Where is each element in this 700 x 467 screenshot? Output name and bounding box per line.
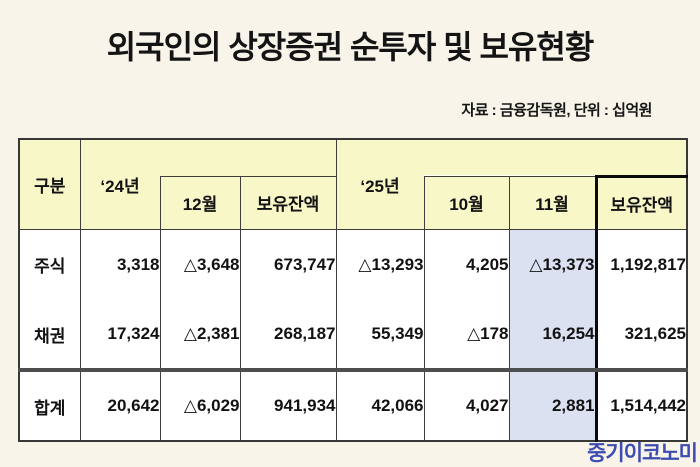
row-label-bonds: 채권 [18, 300, 81, 371]
cell-total-nov25: 2,881 [508, 368, 597, 442]
header-year25: ‘25년 [335, 138, 424, 230]
cell-bonds-year25: 55,349 [335, 300, 425, 371]
cell-stocks-year25: △13,293 [335, 228, 425, 300]
cell-bonds-balance25: 321,625 [594, 300, 688, 371]
header-category: 구분 [18, 138, 81, 230]
header-oct25: 10월 [423, 175, 510, 230]
cell-total-year24: 20,642 [79, 368, 161, 442]
source-unit-note: 자료 : 금융감독원, 단위 : 십억원 [461, 102, 652, 119]
cell-stocks-dec24: △3,648 [159, 228, 241, 300]
cell-bonds-balance24: 268,187 [239, 300, 337, 371]
cell-total-dec24: △6,029 [159, 368, 241, 442]
publisher-watermark: 중기이코노미 [587, 442, 698, 465]
header-nov25: 11월 [508, 175, 597, 230]
table-row-bonds: 채권 17,324 △2,381 268,187 55,349 △178 16,… [18, 300, 688, 371]
header-spacer-24 [160, 138, 337, 177]
table-row-stocks: 주식 3,318 △3,648 673,747 △13,293 4,205 △1… [18, 228, 688, 300]
row-label-total: 합계 [18, 368, 81, 442]
header-row-top: 구분 ‘24년 ‘25년 [18, 138, 688, 230]
cell-bonds-oct25: △178 [423, 300, 510, 371]
cell-bonds-nov25: 16,254 [508, 300, 597, 371]
cell-stocks-year24: 3,318 [79, 228, 161, 300]
cell-bonds-dec24: △2,381 [159, 300, 241, 371]
table-container: 구분 ‘24년 ‘25년 12월 보유잔액 10월 11월 보유잔액 주식 3,… [18, 138, 689, 442]
cell-total-year25: 42,066 [335, 368, 425, 442]
table-row-total: 합계 20,642 △6,029 941,934 42,066 4,027 2,… [18, 368, 688, 442]
cell-stocks-nov25: △13,373 [508, 228, 597, 300]
cell-total-balance25: 1,514,442 [594, 368, 688, 442]
header-balance24: 보유잔액 [239, 175, 337, 230]
header-spacer-25 [424, 138, 688, 177]
cell-stocks-balance25: 1,192,817 [594, 228, 688, 300]
data-table: 구분 ‘24년 ‘25년 12월 보유잔액 10월 11월 보유잔액 주식 3,… [18, 138, 689, 442]
header-balance25: 보유잔액 [594, 174, 688, 230]
cell-total-oct25: 4,027 [423, 368, 510, 442]
header-year24: ‘24년 [79, 138, 160, 230]
header-dec24: 12월 [159, 175, 241, 230]
row-label-stocks: 주식 [18, 228, 81, 300]
cell-bonds-year24: 17,324 [79, 300, 161, 371]
cell-stocks-oct25: 4,205 [423, 228, 510, 300]
cell-stocks-balance24: 673,747 [239, 228, 337, 300]
header-row-sub: 12월 보유잔액 10월 11월 보유잔액 [19, 174, 688, 230]
cell-total-balance24: 941,934 [239, 368, 337, 442]
main-title: 외국인의 상장증권 순투자 및 보유현황 [106, 29, 595, 65]
